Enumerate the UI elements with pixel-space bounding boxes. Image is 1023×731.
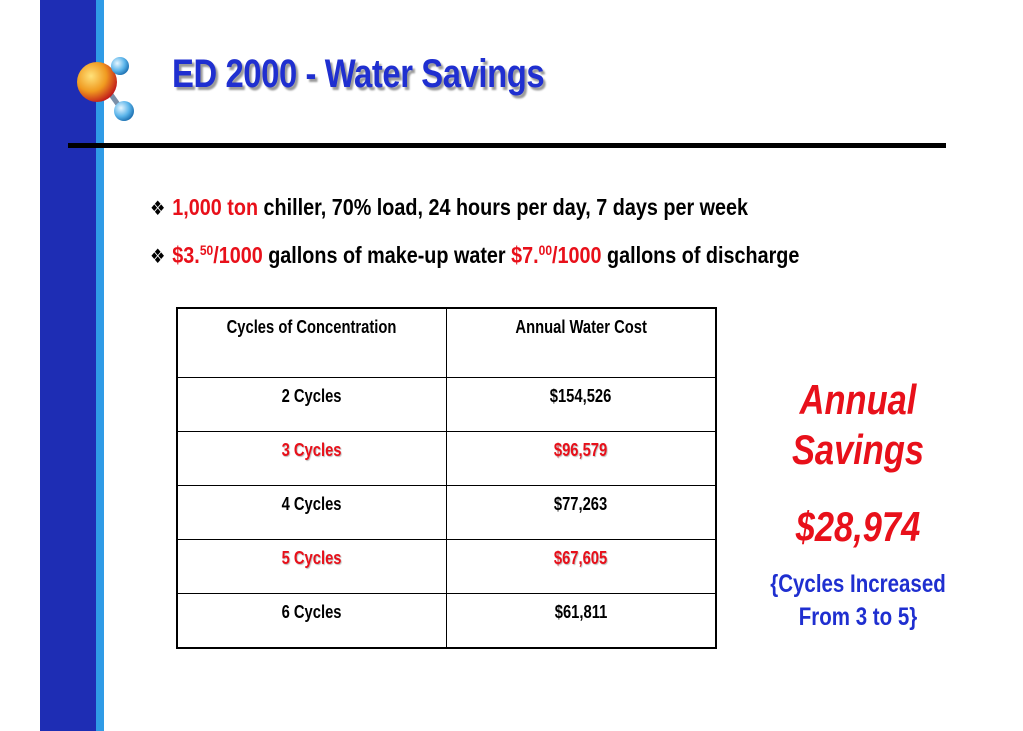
chiller-specs-text: chiller, 70% load, 24 hours per day, 7 d…: [258, 194, 749, 220]
table-row: 2 Cycles $154,526: [176, 377, 717, 432]
cycles-increase-note: {Cycles Increased From 3 to 5}: [770, 570, 946, 631]
makeup-water-price: $3.50/1000: [172, 242, 263, 268]
diamond-bullet-icon: ❖: [150, 246, 166, 268]
cycles-cell: 2 Cycles: [176, 377, 447, 432]
cycles-cell: 4 Cycles: [176, 485, 447, 540]
table-row: 6 Cycles $61,811: [176, 593, 717, 649]
annual-savings-label: Annual Savings: [791, 376, 925, 473]
table-row: 5 Cycles $67,605: [176, 539, 717, 594]
bullet-water-prices: ❖ $3.50/1000 gallons of make-up water $7.…: [150, 242, 799, 269]
annual-savings-amount: $28,974: [795, 503, 921, 550]
makeup-water-text: gallons of make-up water: [262, 242, 512, 268]
cycles-cell: 3 Cycles: [176, 431, 447, 486]
discharge-text: gallons of discharge: [601, 242, 800, 268]
cost-cell: $67,605: [446, 539, 717, 594]
table-row: 3 Cycles $96,579: [176, 431, 717, 486]
discharge-price: $7.00/1000: [511, 242, 602, 268]
title-divider: [68, 143, 946, 148]
chiller-size: 1,000 ton: [172, 194, 259, 220]
slide-title: ED 2000 - Water Savings: [172, 52, 545, 96]
table-row: 4 Cycles $77,263: [176, 485, 717, 540]
left-accent-stripe: [96, 0, 104, 731]
molecule-icon: [77, 57, 134, 121]
cost-cell: $96,579: [446, 431, 717, 486]
diamond-bullet-icon: ❖: [150, 198, 166, 220]
cycles-cell: 5 Cycles: [176, 539, 447, 594]
cycles-cell: 6 Cycles: [176, 593, 447, 649]
cost-cell: $61,811: [446, 593, 717, 649]
left-decorative-bar: [40, 0, 96, 731]
table-header-row: Cycles of Concentration Annual Water Cos…: [176, 307, 717, 378]
cost-cell: $77,263: [446, 485, 717, 540]
column-header-cycles: Cycles of Concentration: [176, 307, 447, 378]
cost-cell: $154,526: [446, 377, 717, 432]
water-cost-table: Cycles of Concentration Annual Water Cos…: [176, 307, 717, 649]
bullet-chiller-specs: ❖ 1,000 ton chiller, 70% load, 24 hours p…: [150, 194, 748, 221]
column-header-cost: Annual Water Cost: [446, 307, 717, 378]
